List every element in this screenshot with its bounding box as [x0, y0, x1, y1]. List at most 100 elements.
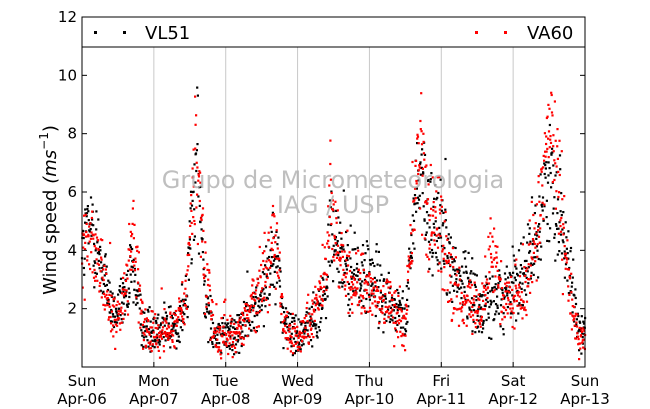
data-point-vl51	[195, 169, 198, 173]
data-point-va60	[482, 299, 485, 302]
data-point-vl51	[509, 301, 512, 304]
data-point-vl51	[201, 251, 204, 254]
data-point-vl51	[317, 289, 321, 292]
data-point-va60	[121, 288, 124, 291]
data-point-vl51	[311, 320, 314, 323]
data-point-va60	[166, 332, 169, 335]
data-point-vl51	[97, 259, 100, 262]
data-point-vl51	[487, 316, 490, 319]
data-point-va60	[328, 184, 331, 187]
data-point-va60	[443, 220, 446, 223]
data-point-va60	[504, 282, 507, 285]
data-point-vl51	[524, 266, 527, 270]
data-point-vl51	[487, 312, 490, 315]
data-point-vl51	[321, 294, 325, 297]
data-point-va60	[242, 337, 245, 340]
data-point-vl51	[86, 205, 89, 208]
data-point-vl51	[189, 247, 192, 250]
data-point-vl51	[330, 190, 333, 193]
data-point-va60	[175, 318, 178, 321]
data-point-vl51	[470, 270, 473, 273]
data-point-va60	[131, 207, 134, 210]
data-point-vl51	[327, 223, 330, 226]
data-point-va60	[476, 312, 479, 315]
data-point-va60	[142, 347, 145, 350]
data-point-va60	[174, 320, 177, 323]
data-point-va60	[103, 264, 106, 267]
data-point-vl51	[537, 225, 540, 228]
data-point-va60	[455, 274, 458, 277]
data-point-va60	[434, 210, 437, 213]
data-point-vl51	[544, 176, 547, 179]
data-point-va60	[233, 322, 236, 325]
data-point-va60	[184, 304, 187, 307]
data-point-vl51	[292, 337, 295, 340]
data-point-va60	[549, 141, 553, 144]
data-point-va60	[334, 242, 337, 245]
data-point-va60	[298, 330, 301, 333]
data-point-va60	[265, 273, 268, 276]
data-point-va60	[421, 174, 424, 177]
data-point-va60	[528, 219, 531, 222]
data-point-vl51	[237, 314, 240, 317]
data-point-va60	[505, 302, 508, 306]
data-point-va60	[430, 207, 433, 210]
data-point-vl51	[228, 347, 231, 350]
data-point-va60	[478, 298, 481, 301]
data-point-va60	[297, 349, 300, 352]
data-point-va60	[511, 307, 514, 310]
data-point-va60	[440, 270, 443, 273]
data-point-va60	[418, 166, 421, 169]
data-point-vl51	[253, 291, 256, 294]
data-point-va60	[295, 334, 298, 337]
data-point-vl51	[304, 324, 307, 327]
data-point-va60	[436, 246, 440, 249]
data-point-vl51	[259, 294, 262, 297]
data-point-vl51	[256, 314, 259, 317]
data-point-vl51	[499, 325, 502, 328]
data-point-va60	[449, 253, 452, 256]
data-point-vl51	[345, 265, 348, 268]
data-point-vl51	[526, 241, 529, 244]
data-point-vl51	[425, 231, 428, 234]
data-point-vl51	[505, 265, 508, 268]
data-point-vl51	[286, 326, 289, 329]
data-point-vl51	[362, 271, 366, 274]
data-point-vl51	[425, 211, 429, 214]
data-point-va60	[267, 259, 271, 262]
data-point-vl51	[203, 283, 206, 286]
data-point-va60	[126, 300, 129, 303]
data-point-va60	[545, 116, 548, 120]
data-point-vl51	[476, 314, 479, 317]
watermark-line-2: IAG / USP	[277, 191, 389, 219]
data-point-vl51	[511, 245, 514, 248]
data-point-vl51	[270, 264, 273, 268]
data-point-vl51	[446, 254, 449, 258]
data-point-vl51	[115, 321, 119, 324]
data-point-va60	[323, 246, 326, 249]
data-point-va60	[263, 250, 266, 253]
data-point-vl51	[432, 222, 435, 225]
data-point-vl51	[309, 315, 312, 318]
data-point-va60	[422, 132, 425, 135]
data-point-vl51	[498, 280, 502, 283]
data-point-va60	[358, 301, 361, 304]
data-point-vl51	[451, 261, 454, 264]
data-point-va60	[362, 252, 365, 255]
data-point-vl51	[542, 219, 545, 222]
data-point-va60	[114, 318, 117, 322]
data-point-va60	[360, 312, 363, 315]
data-point-va60	[145, 317, 148, 320]
data-point-vl51	[184, 274, 187, 277]
data-point-vl51	[499, 304, 503, 307]
data-point-vl51	[389, 306, 392, 309]
data-point-va60	[292, 352, 295, 355]
data-point-vl51	[450, 275, 453, 278]
data-point-va60	[250, 297, 253, 300]
data-point-vl51	[293, 319, 296, 322]
data-point-vl51	[569, 246, 573, 250]
data-point-vl51	[128, 295, 131, 299]
data-point-vl51	[357, 270, 360, 273]
data-point-va60	[343, 288, 346, 291]
data-point-vl51	[431, 255, 434, 258]
